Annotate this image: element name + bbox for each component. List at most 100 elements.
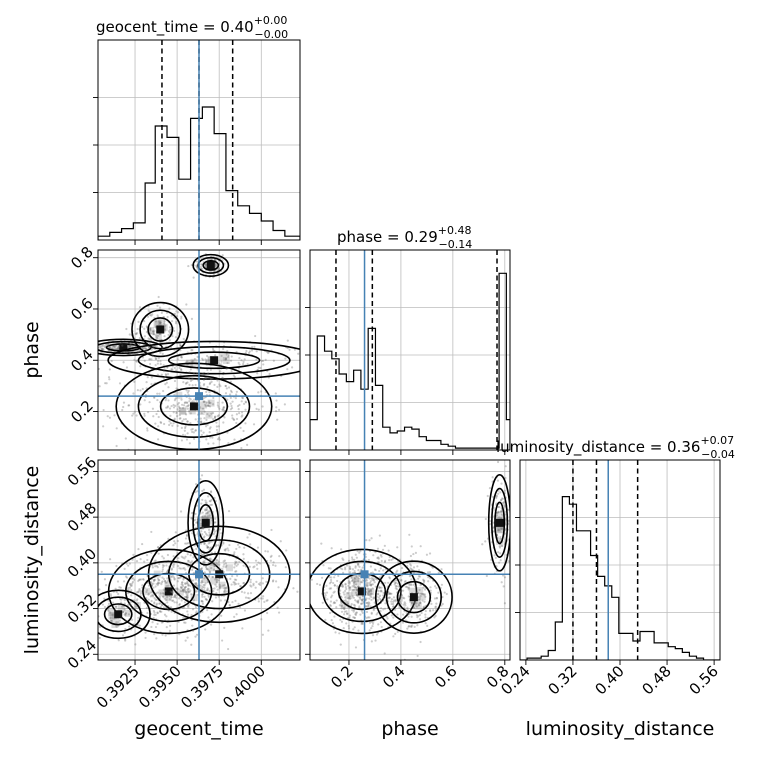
sample-point xyxy=(147,309,150,312)
sample-point xyxy=(98,346,101,349)
sample-point xyxy=(174,587,177,590)
sample-point xyxy=(125,366,129,369)
sample-point xyxy=(176,539,179,543)
sample-point xyxy=(346,602,349,605)
sample-point xyxy=(330,594,334,597)
sample-point xyxy=(410,615,413,618)
sample-point xyxy=(259,581,262,584)
sample-point xyxy=(207,442,210,445)
sample-point xyxy=(379,589,383,592)
sample-point xyxy=(423,588,427,591)
sample-point xyxy=(185,533,189,537)
sample-point xyxy=(368,583,371,586)
sample-point xyxy=(187,590,190,593)
sample-point xyxy=(170,314,173,317)
sample-point xyxy=(163,613,167,616)
sample-point xyxy=(351,558,354,561)
sample-point xyxy=(186,596,190,599)
sample-point xyxy=(144,349,147,352)
sample-point xyxy=(201,554,204,557)
sample-point xyxy=(335,606,338,609)
sample-point xyxy=(195,483,198,486)
sample-point xyxy=(203,265,207,268)
sample-point xyxy=(135,332,138,336)
sample-point xyxy=(235,560,238,564)
sample-point xyxy=(165,626,168,629)
sample-point xyxy=(379,567,382,570)
sample-point xyxy=(368,602,371,605)
sample-point xyxy=(137,320,140,323)
sample-point xyxy=(388,592,391,595)
sample-point xyxy=(108,346,111,349)
sample-point xyxy=(143,347,146,350)
contour-line xyxy=(167,351,261,370)
sample-point xyxy=(244,596,248,599)
sample-point xyxy=(372,620,375,623)
sample-point xyxy=(341,568,344,571)
sample-point xyxy=(378,586,381,589)
sample-point xyxy=(209,436,212,439)
sample-point xyxy=(248,565,251,568)
sample-point xyxy=(181,433,185,436)
sample-point xyxy=(208,414,211,417)
sample-point xyxy=(407,625,410,628)
sample-point xyxy=(234,570,237,573)
sample-point xyxy=(360,598,363,602)
sample-point xyxy=(353,604,357,607)
sample-point xyxy=(347,579,350,583)
density-cell xyxy=(495,511,503,519)
sample-point xyxy=(219,370,222,373)
sample-point xyxy=(224,392,228,395)
sample-point xyxy=(142,578,145,581)
sample-point xyxy=(161,633,164,636)
sample-point xyxy=(127,344,130,347)
sample-point xyxy=(397,560,400,563)
sample-point xyxy=(211,575,214,579)
sample-point xyxy=(214,415,217,418)
sample-point xyxy=(398,606,401,609)
sample-point xyxy=(403,601,406,604)
sample-point xyxy=(388,596,391,599)
sample-point xyxy=(364,555,367,559)
sample-point xyxy=(166,315,169,319)
sample-point xyxy=(232,418,235,421)
density-peak xyxy=(210,356,219,365)
sample-point xyxy=(225,353,228,356)
sample-point xyxy=(354,613,358,616)
sample-point xyxy=(185,596,188,599)
sample-point xyxy=(370,589,373,593)
sample-point xyxy=(372,596,376,599)
sample-point xyxy=(140,590,143,593)
sample-point xyxy=(187,389,190,393)
sample-point xyxy=(420,592,423,595)
sample-point xyxy=(495,496,498,500)
sample-point xyxy=(147,592,150,595)
sample-point xyxy=(277,611,281,614)
sample-point xyxy=(325,584,328,587)
sample-point xyxy=(411,602,414,605)
sample-point xyxy=(318,583,322,586)
sample-point xyxy=(212,442,215,445)
sample-point xyxy=(242,360,245,363)
sample-point xyxy=(131,618,134,622)
sample-point xyxy=(410,601,414,605)
sample-point xyxy=(354,583,358,586)
sample-point xyxy=(395,587,399,591)
sample-point xyxy=(180,586,183,589)
sample-point xyxy=(206,404,209,407)
sample-point xyxy=(237,361,240,364)
sample-point xyxy=(127,613,131,616)
sample-point xyxy=(194,512,197,516)
sample-point xyxy=(125,576,129,579)
sample-point xyxy=(355,574,358,578)
sample-point xyxy=(326,598,329,601)
sample-point xyxy=(400,579,403,582)
sample-point xyxy=(135,414,138,417)
sample-point xyxy=(146,376,149,379)
sample-point xyxy=(336,585,339,588)
sample-point xyxy=(419,640,422,644)
sample-point xyxy=(247,351,251,354)
sample-point xyxy=(242,581,246,585)
contour-line xyxy=(310,548,418,635)
sample-point xyxy=(159,341,162,344)
